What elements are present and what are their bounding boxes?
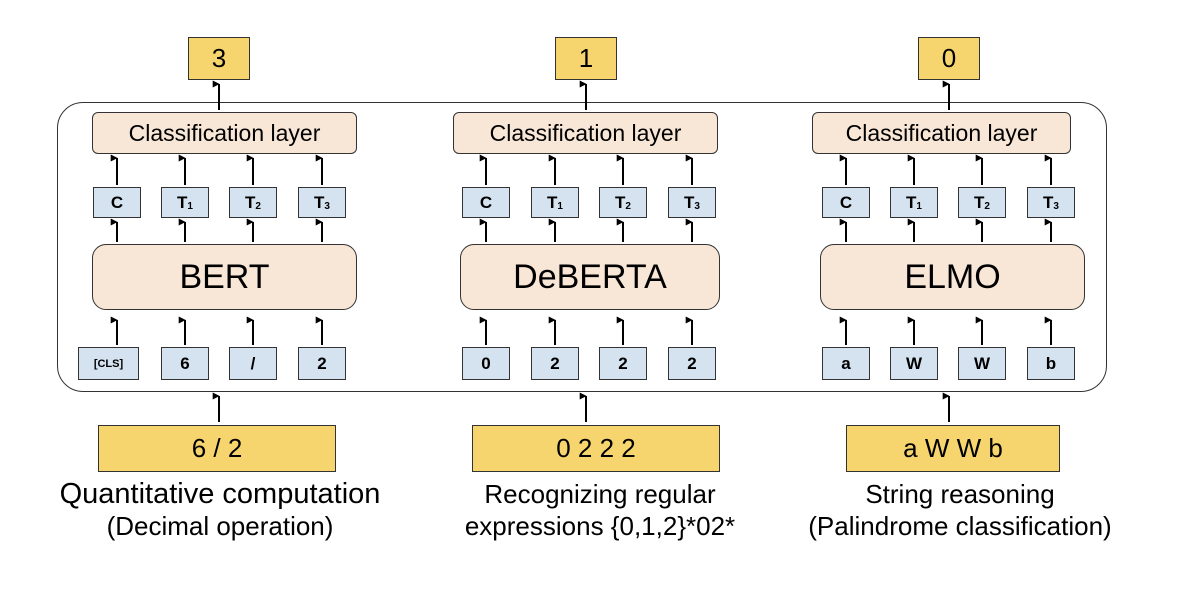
hidden-token-c: C bbox=[462, 187, 510, 218]
input-token: 2 bbox=[599, 347, 647, 380]
caption-deberta-line1: Recognizing regular bbox=[484, 479, 716, 509]
input-token: 2 bbox=[531, 347, 579, 380]
output-box-bert: 3 bbox=[188, 37, 250, 80]
input-string-box-elmo: a W W b bbox=[846, 425, 1060, 472]
model-box-elmo: ELMO bbox=[820, 244, 1085, 310]
input-token: 0 bbox=[462, 347, 510, 380]
caption-bert-line2: (Decimal operation) bbox=[106, 511, 334, 541]
caption-deberta-line2: expressions {0,1,2}*02* bbox=[464, 511, 736, 541]
input-token: W bbox=[890, 347, 938, 380]
output-box-elmo: 0 bbox=[918, 37, 980, 80]
input-token: a bbox=[822, 347, 870, 380]
models-container bbox=[57, 102, 1107, 392]
hidden-token-c: C bbox=[93, 187, 141, 218]
input-token: 2 bbox=[668, 347, 716, 380]
classification-layer-elmo: Classification layer bbox=[812, 112, 1071, 154]
input-token: 6 bbox=[161, 347, 209, 380]
input-token: W bbox=[958, 347, 1006, 380]
hidden-token-c: C bbox=[822, 187, 870, 218]
caption-elmo-line1: String reasoning bbox=[865, 479, 1055, 509]
classification-layer-bert: Classification layer bbox=[92, 112, 357, 154]
input-token-cls: [CLS] bbox=[78, 347, 139, 380]
caption-elmo-line2: (Palindrome classification) bbox=[808, 511, 1112, 541]
output-box-deberta: 1 bbox=[555, 37, 617, 80]
input-token: / bbox=[229, 347, 277, 380]
model-box-deberta: DeBERTA bbox=[460, 244, 720, 310]
input-token: 2 bbox=[298, 347, 346, 380]
classification-layer-deberta: Classification layer bbox=[453, 112, 718, 154]
caption-bert-line1: Quantitative computation bbox=[59, 478, 381, 510]
model-box-bert: BERT bbox=[92, 244, 357, 310]
input-string-box-deberta: 0 2 2 2 bbox=[472, 425, 720, 472]
input-string-box-bert: 6 / 2 bbox=[98, 425, 336, 472]
input-token: b bbox=[1027, 347, 1075, 380]
